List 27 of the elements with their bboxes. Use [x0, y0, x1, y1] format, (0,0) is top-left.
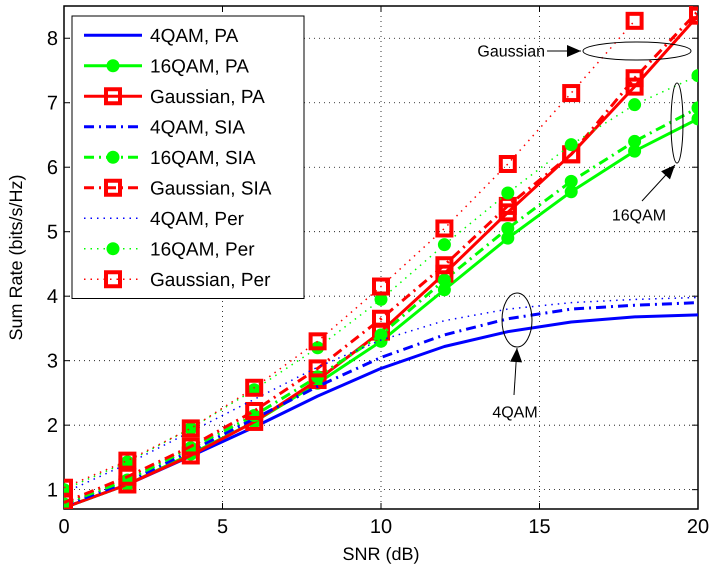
y-tick-label: 3: [46, 350, 58, 373]
x-tick-label: 20: [686, 516, 710, 538]
legend-label: Gaussian, Per: [150, 270, 272, 291]
y-tick-label: 4: [46, 286, 58, 308]
y-tick-label: 1: [46, 480, 58, 502]
x-tick-label: 15: [528, 516, 551, 538]
legend-label: 16QAM, SIA: [150, 148, 256, 169]
legend-label: 16QAM, PA: [150, 56, 250, 78]
annotation: 4QAM: [492, 404, 538, 422]
annotation: Gaussian: [477, 44, 545, 61]
y-tick-label: 7: [46, 92, 58, 115]
y-tick-label: 2: [46, 415, 58, 438]
legend-label: Gaussian, SIA: [150, 178, 272, 200]
y-tick-label: 8: [46, 28, 58, 50]
legend-label: 4QAM, SIA: [150, 117, 246, 138]
legend-label: 4QAM, Per: [150, 208, 245, 230]
x-tick-label: 0: [58, 516, 70, 538]
legend-label: 4QAM, PA: [150, 26, 239, 47]
legend-label: 16QAM, Per: [150, 239, 256, 260]
y-tick-label: 6: [46, 157, 58, 180]
y-axis-title: Sum Rate (bits/s/Hz): [6, 174, 26, 341]
annotation: 16QAM: [612, 208, 666, 225]
legend-label: Gaussian, PA: [150, 86, 266, 108]
y-tick-label: 5: [46, 222, 58, 244]
x-tick-label: 5: [216, 516, 228, 538]
x-tick-label: 10: [370, 516, 392, 538]
x-axis-title: SNR (dB): [342, 544, 420, 564]
